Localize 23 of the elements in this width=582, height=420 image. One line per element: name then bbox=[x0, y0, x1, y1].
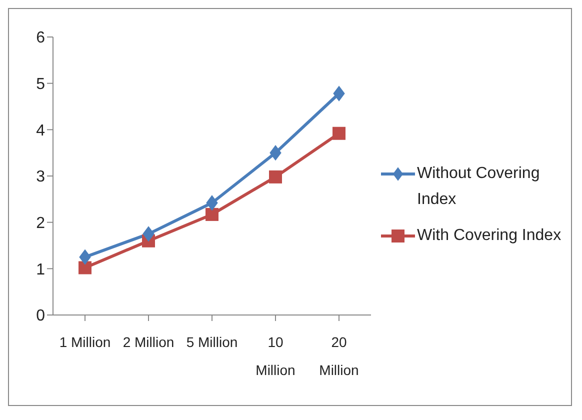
y-tick-label: 4 bbox=[36, 122, 46, 140]
y-tick-label: 6 bbox=[36, 30, 46, 47]
point bbox=[206, 195, 218, 210]
x-tick-label: 10 Million bbox=[256, 334, 296, 378]
x-tick-label: 5 Million bbox=[186, 334, 238, 350]
x-tick-label: 1 Million bbox=[59, 334, 111, 350]
point bbox=[78, 261, 92, 274]
y-tick-label: 5 bbox=[36, 76, 46, 94]
y-tick-label: 0 bbox=[36, 308, 46, 325]
legend-label: Without Covering Index bbox=[417, 164, 541, 210]
point bbox=[206, 208, 218, 221]
point bbox=[333, 86, 345, 102]
point bbox=[79, 250, 91, 265]
y-tick-label: 2 bbox=[36, 215, 46, 232]
point bbox=[269, 170, 282, 184]
y-tick-label: 3 bbox=[36, 168, 46, 186]
point bbox=[332, 126, 346, 140]
x-tick-label: 20 Million bbox=[319, 334, 359, 378]
y-tick-label: 1 bbox=[36, 261, 46, 278]
x-tick-label: 2 Million bbox=[122, 334, 174, 350]
point bbox=[142, 226, 154, 242]
point bbox=[270, 145, 282, 160]
legend-label: With Covering Index bbox=[417, 226, 562, 246]
